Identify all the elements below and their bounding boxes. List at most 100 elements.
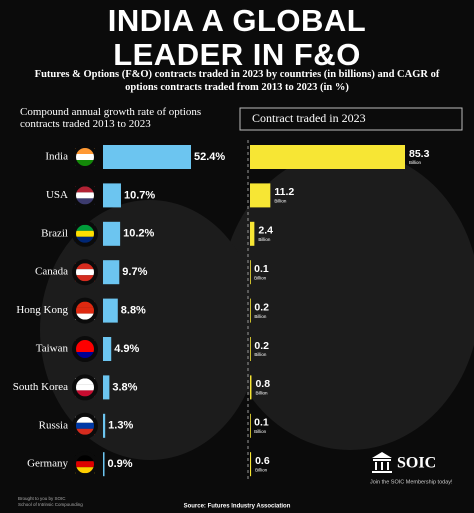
bar: [250, 260, 251, 285]
flag: [75, 384, 95, 391]
brand-name: SOIC: [397, 455, 436, 472]
bar: [250, 183, 271, 208]
flag: [75, 160, 95, 166]
unit-label: Billion: [255, 467, 268, 472]
flag: [75, 301, 95, 308]
flag: [75, 307, 95, 314]
flag: [75, 346, 95, 352]
left-chart-title: Compound annual growth rate of options c…: [20, 106, 202, 130]
value-label: 0.2: [254, 340, 269, 352]
subtitle: Futures & Options (F&O) contracts traded…: [34, 69, 440, 93]
flag: [75, 461, 95, 468]
bar: [250, 337, 251, 361]
unit-label: Billion: [254, 314, 267, 319]
bar: [103, 145, 191, 169]
source: Source: Futures Industry Association: [184, 504, 291, 510]
title: INDIA A GLOBAL LEADER IN F&O: [107, 3, 367, 72]
bar: [103, 452, 105, 477]
flag-frame: [72, 144, 98, 170]
flag: [75, 275, 95, 282]
category-label: USA: [46, 189, 68, 201]
bar: [103, 221, 121, 246]
flag: [75, 230, 95, 237]
value-label: 85.3: [409, 148, 430, 160]
credit: School of Intrinsic Compounding: [18, 502, 83, 507]
value-label: 4.9%: [114, 343, 139, 355]
heading-box: [239, 107, 463, 131]
bar: [250, 452, 252, 477]
value-label: 2.4: [258, 225, 273, 237]
category-label: Russia: [39, 419, 68, 431]
category-label: Taiwan: [36, 343, 69, 355]
value-label: 0.1: [254, 417, 269, 429]
value-label: 0.9%: [108, 458, 133, 470]
value-label: 1.3%: [108, 420, 133, 432]
bar: [250, 413, 251, 438]
flag-frame: [72, 451, 98, 478]
value-label: 10.7%: [124, 189, 155, 201]
bar: [103, 337, 112, 361]
flag: [75, 192, 95, 199]
unit-label: Billion: [254, 429, 267, 434]
flag-frame: [72, 297, 98, 324]
category-label: Canada: [35, 266, 68, 278]
value-label: 9.7%: [122, 266, 147, 278]
bar: [103, 298, 118, 323]
flag: [75, 186, 95, 193]
flag: [75, 269, 95, 276]
flag: [75, 467, 95, 474]
brand-icon: [372, 452, 392, 473]
bar: [250, 298, 251, 323]
bar: [250, 221, 255, 246]
flag: [75, 352, 95, 358]
credit: Brought to you by SOIC: [18, 496, 66, 501]
flag: [75, 422, 95, 429]
flag: [75, 198, 95, 205]
value-label: 0.8: [255, 378, 270, 390]
flag: [75, 416, 95, 423]
category-label: Germany: [27, 458, 68, 470]
unit-label: Billion: [274, 199, 287, 204]
flag-frame: [72, 259, 98, 286]
bar: [103, 183, 121, 208]
flag: [75, 148, 95, 154]
category-label: Hong Kong: [16, 304, 68, 316]
value-label: 0.6: [255, 455, 270, 467]
unit-label: Billion: [258, 237, 271, 242]
unit-label: Billion: [409, 160, 422, 165]
value-label: 0.2: [254, 301, 269, 313]
flag-frame: [72, 182, 98, 209]
flag: [75, 236, 95, 243]
flag: [75, 390, 95, 397]
value-label: 8.8%: [121, 305, 146, 317]
flag-frame: [72, 412, 98, 439]
flag: [75, 224, 95, 231]
flag: [75, 428, 95, 435]
value-label: 10.2%: [123, 228, 154, 240]
bar: [103, 375, 110, 400]
bar: [103, 413, 106, 438]
value-label: 3.8%: [112, 381, 137, 393]
flag: [75, 313, 95, 320]
flag: [75, 455, 95, 462]
flag-frame: [72, 220, 98, 247]
bar: [250, 145, 405, 169]
flag: [75, 154, 95, 160]
category-label: South Korea: [13, 381, 68, 393]
brand: SOIC Join the SOIC Membership today!: [370, 452, 453, 485]
value-label: 0.1: [254, 263, 269, 275]
flag: [75, 378, 95, 385]
value-label: 52.4%: [194, 151, 225, 163]
category-label: India: [45, 151, 68, 163]
unit-label: Billion: [254, 275, 267, 280]
right-chart-title: Contract traded in 2023: [252, 111, 366, 125]
value-label: 11.2: [274, 186, 294, 198]
flag-frame: [72, 336, 98, 362]
unit-label: Billion: [255, 391, 268, 396]
unit-label: Billion: [254, 352, 267, 357]
flag-frame: [72, 374, 98, 401]
bar: [103, 260, 120, 285]
bar: [250, 375, 252, 400]
